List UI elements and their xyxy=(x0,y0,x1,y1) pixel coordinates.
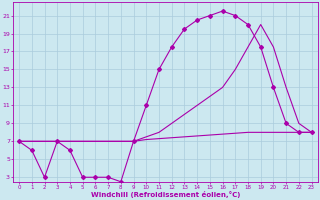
X-axis label: Windchill (Refroidissement éolien,°C): Windchill (Refroidissement éolien,°C) xyxy=(91,191,240,198)
